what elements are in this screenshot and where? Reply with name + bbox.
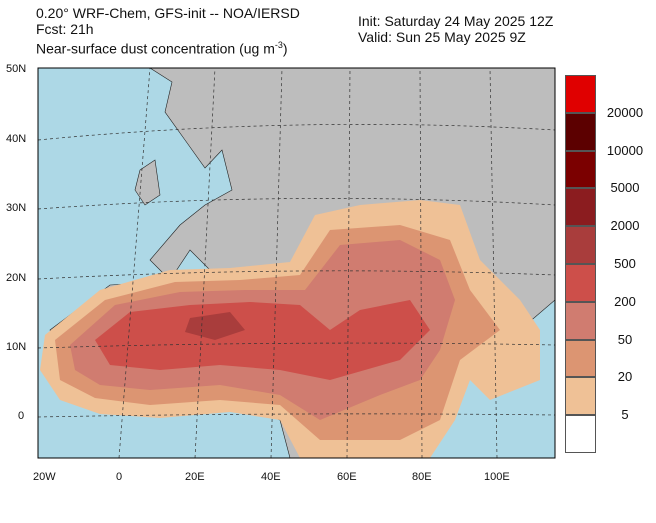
lon-label: 0 — [116, 471, 123, 483]
colorbar-swatch — [565, 75, 596, 113]
colorbar-label: 20000 — [606, 104, 644, 120]
map-frame — [37, 67, 556, 459]
colorbar-label: 500 — [614, 256, 636, 271]
land-britain — [134, 159, 161, 206]
forecast-hour: Fcst: 21h — [36, 21, 94, 37]
lon-label: 20E — [185, 471, 205, 483]
lat-label: 20N — [6, 272, 27, 284]
colorbar-label: 20 — [617, 369, 633, 385]
lon-label: 40E — [261, 471, 281, 483]
colorbar-swatch — [565, 415, 596, 453]
colorbar-label: 5000 — [610, 180, 640, 196]
lon-label: 100E — [484, 471, 510, 483]
colorbar-swatch — [565, 112, 596, 151]
variable-title: Near-surface dust concentration (ug m-3) — [36, 37, 288, 58]
colorbar-swatch — [565, 339, 596, 378]
dust-peak — [185, 312, 245, 340]
lon-label: 60E — [337, 471, 357, 483]
graticule — [38, 68, 555, 458]
colorbar-swatch — [565, 150, 596, 189]
colorbar-label: 2000 — [610, 218, 640, 234]
colorbar-swatch — [565, 301, 596, 340]
colorbar-swatch — [565, 188, 596, 227]
variable-text: Near-surface dust concentration (ug m — [36, 40, 275, 57]
lat-label: 40N — [6, 133, 27, 145]
variable-exponent: -3 — [274, 40, 283, 50]
lat-label: 30N — [6, 202, 27, 214]
colorbar-label: 5 — [621, 407, 629, 423]
valid-time: Valid: Sun 25 May 2025 9Z — [358, 29, 526, 45]
colorbar-label: 200 — [614, 293, 636, 309]
lat-label: 0 — [18, 410, 25, 422]
colorbar-swatch — [565, 226, 596, 264]
colorbar-swatch — [565, 377, 596, 416]
lon-label: 20W — [33, 471, 56, 483]
dust-core — [95, 300, 430, 380]
colorbar-label: 10000 — [606, 142, 644, 158]
colorbar-swatch — [565, 264, 596, 302]
lat-label: 50N — [6, 63, 27, 75]
lon-label: 80E — [412, 471, 432, 483]
init-time: Init: Saturday 24 May 2025 12Z — [358, 13, 554, 29]
model-title: 0.20° WRF-Chem, GFS-init -- NOA/IERSD — [36, 5, 300, 21]
colorbar-label: 50 — [617, 331, 633, 347]
lat-label: 10N — [6, 341, 27, 353]
variable-end: ) — [282, 40, 288, 57]
